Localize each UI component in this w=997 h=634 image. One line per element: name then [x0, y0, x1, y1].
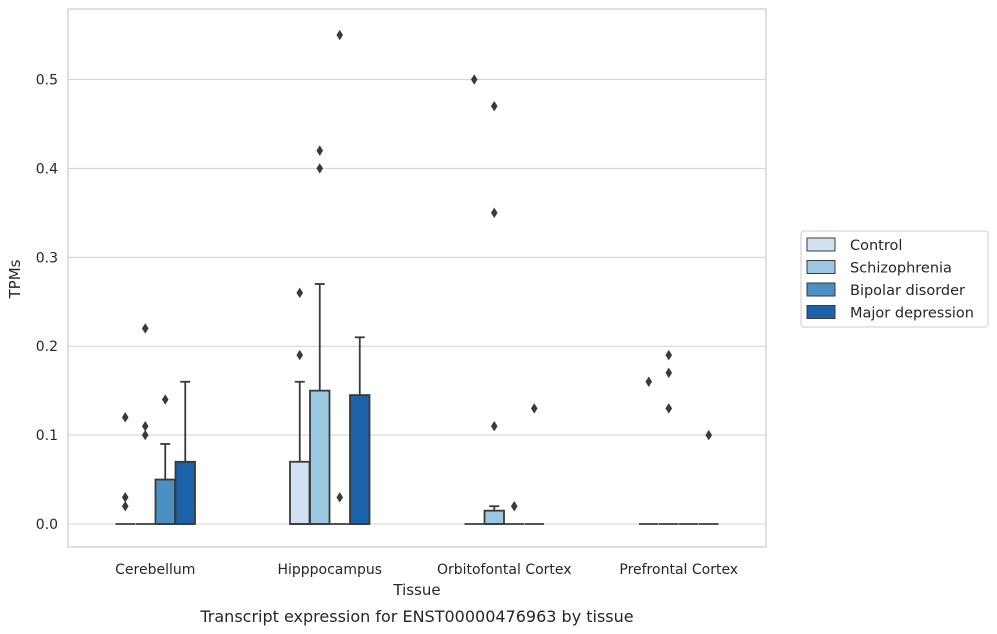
outlier-point: [121, 412, 129, 423]
outlier-point: [141, 421, 149, 432]
y-tick-label: 0.3: [36, 250, 58, 266]
box-body: [309, 389, 331, 525]
legend-frame: [800, 230, 989, 328]
x-tick-label: Hipppocampus: [277, 562, 382, 578]
y-tick-label: 0.4: [36, 161, 58, 177]
outlier-point: [665, 349, 673, 361]
y-tick-label: 0.1: [36, 428, 58, 444]
x-tick-label: Prefrontal Cortex: [619, 562, 738, 578]
y-tick-label: 0.5: [36, 73, 58, 89]
box-major-depression: [349, 336, 371, 525]
legend-label: Bipolar disorder: [850, 283, 965, 299]
box-body: [154, 478, 176, 525]
y-tick-label: 0.0: [36, 517, 58, 533]
outlier-point: [530, 403, 538, 414]
outlier-point: [645, 376, 653, 387]
outlier-point: [665, 367, 673, 379]
outlier-point: [161, 394, 169, 405]
outlier-point: [665, 403, 673, 414]
plot-area-frame: [67, 8, 767, 548]
legend-label: Major depression: [850, 306, 974, 322]
outlier-point: [490, 207, 498, 219]
box-body: [349, 394, 371, 525]
box-major-depression: [174, 380, 196, 525]
x-axis-title: Tissue: [392, 581, 440, 599]
legend-label: Schizophrenia: [850, 261, 952, 277]
box-body: [174, 460, 196, 525]
outlier-point: [296, 349, 304, 361]
outlier-point: [490, 421, 498, 432]
x-tick-label: Cerebellum: [115, 562, 195, 578]
outlier-point: [705, 429, 713, 441]
y-tick-labels: 0.0 0.1 0.2 0.3 0.4 0.5: [36, 73, 58, 534]
outlier-point: [336, 492, 344, 503]
outlier-point: [121, 501, 129, 512]
legend-swatch: [806, 282, 836, 297]
outlier-point: [141, 323, 149, 334]
chart-caption: Transcript expression for ENST0000047696…: [199, 607, 633, 626]
gridlines: [68, 78, 766, 525]
box-body: [483, 509, 505, 525]
box-schizophrenia: [483, 505, 505, 525]
outlier-point: [490, 100, 498, 112]
legend-swatch: [806, 237, 836, 252]
legend: Control Schizophrenia Bipolar disorder Majo…: [800, 230, 989, 328]
x-tick-labels: Cerebellum Hipppocampus Orbitofontal Corte…: [115, 562, 738, 578]
boxes: [115, 283, 719, 525]
outlier-point: [121, 492, 129, 503]
outlier-point: [316, 163, 324, 174]
y-tick-label: 0.2: [36, 339, 58, 355]
x-tick-label: Orbitofontal Cortex: [437, 562, 572, 578]
y-axis-title: TPMs: [6, 259, 24, 299]
outlier-point: [296, 287, 304, 299]
outlier-point: [141, 429, 149, 441]
box-body: [289, 460, 311, 525]
legend-swatch: [806, 260, 836, 274]
outliers: [121, 29, 713, 512]
legend-label: Control: [850, 238, 902, 254]
box-control: [289, 380, 311, 525]
outlier-point: [470, 74, 478, 85]
box-schizophrenia: [309, 283, 331, 525]
box-bipolar-disorder: [154, 443, 176, 525]
outlier-point: [316, 145, 324, 156]
outlier-point: [336, 29, 344, 41]
legend-swatch: [806, 305, 836, 319]
outlier-point: [510, 501, 518, 512]
